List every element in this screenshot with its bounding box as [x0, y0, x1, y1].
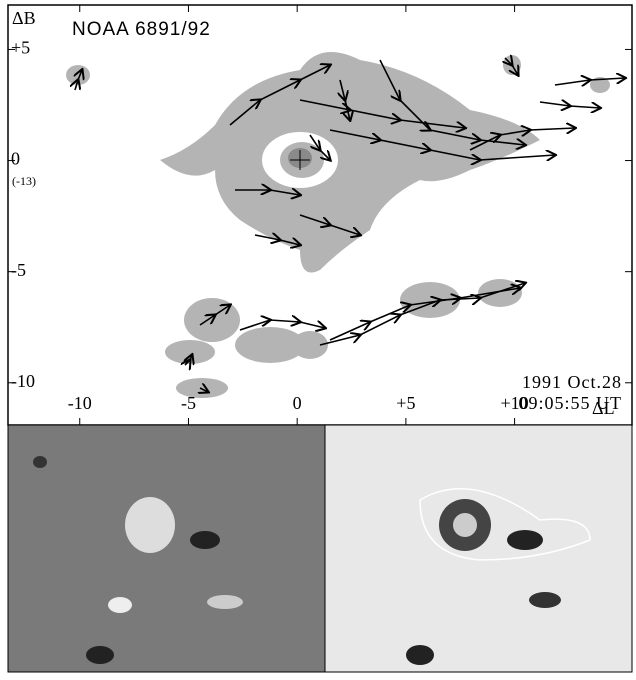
date: 1991 Oct.28	[522, 372, 622, 392]
y-axis-label: ΔB	[12, 8, 36, 28]
image-panels	[7, 424, 633, 673]
y-tick-label: -10	[11, 371, 35, 391]
y-tick-label: +5	[11, 38, 30, 58]
x-tick-label: -10	[68, 393, 92, 413]
flow-arrows	[75, 58, 625, 392]
x-tick-label: +5	[396, 393, 415, 413]
x-tick-label: -5	[181, 393, 196, 413]
y-tick-label: 0	[11, 149, 20, 169]
title: NOAA 6891/92	[72, 19, 211, 40]
time: 09:05:55 UT	[519, 393, 623, 413]
y-note: (-13)	[12, 174, 36, 188]
y-tick-label: -5	[11, 260, 26, 280]
x-tick-label: +10	[501, 393, 529, 413]
x-axis-label: ΔL	[592, 398, 615, 418]
x-tick-label: 0	[293, 393, 302, 413]
